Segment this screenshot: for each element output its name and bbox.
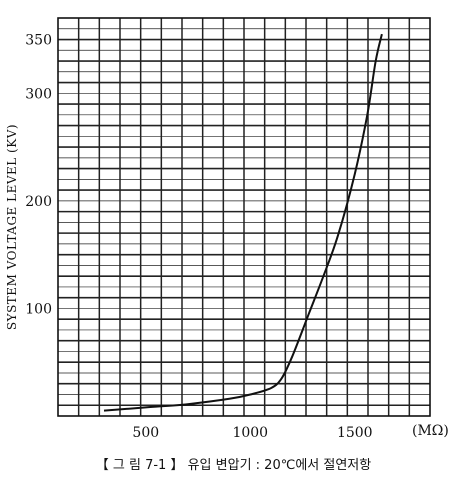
- series-line: [103, 33, 383, 412]
- chart-grid: [58, 18, 430, 416]
- y-tick-labels: 100 200 300 350: [25, 33, 52, 318]
- x-tick-label: 1000: [232, 425, 268, 441]
- x-axis-unit-label: (MΩ): [412, 423, 449, 439]
- y-axis-label: SYSTEM VOLTAGE LEVEL (KV): [5, 124, 19, 330]
- y-tick-label: 200: [25, 194, 52, 210]
- plot-frame: [57, 17, 431, 417]
- x-tick-label: 1500: [337, 425, 373, 441]
- x-tick-labels: 500 1000 1500: [132, 425, 372, 441]
- x-tick-label: 500: [132, 425, 159, 441]
- y-tick-label: 100: [25, 301, 52, 317]
- figure-caption: 【 그 림 7-1 】 유입 변압기 : 20℃에서 절연저항: [95, 458, 372, 473]
- y-tick-label: 300: [25, 86, 52, 102]
- y-tick-label: 350: [25, 33, 52, 49]
